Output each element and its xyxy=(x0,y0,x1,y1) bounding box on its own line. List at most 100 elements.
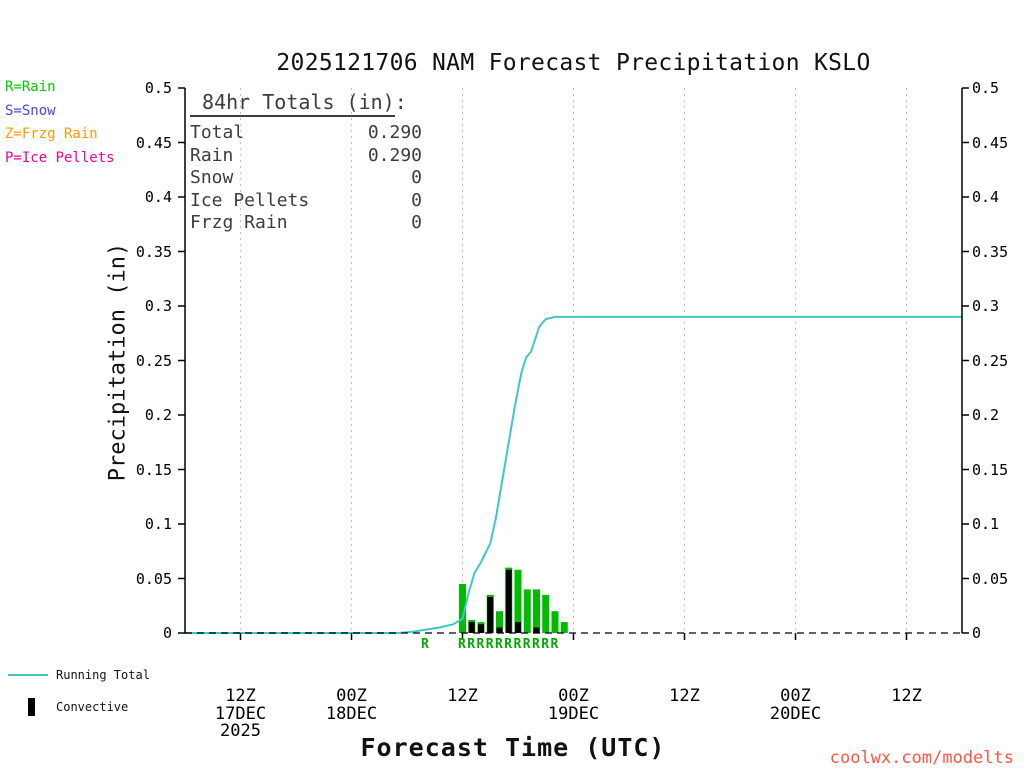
rain-type-marker: R xyxy=(550,637,559,652)
convective-bar xyxy=(468,622,475,633)
y-tick-label-right: 0.45 xyxy=(972,133,1009,152)
y-tick-label-left: 0.1 xyxy=(144,515,172,533)
y-tick-label-left: 0.4 xyxy=(144,188,172,206)
rain-type-marker: R xyxy=(421,637,429,652)
rain-type-marker: R xyxy=(522,637,531,652)
y-tick-label-left: 0.45 xyxy=(135,133,172,152)
totals-row: Rain 0.290 xyxy=(190,145,422,168)
rain-type-marker: R xyxy=(467,637,476,652)
convective-sample-cell xyxy=(8,698,56,716)
y-tick-label-right: 0.3 xyxy=(972,297,1000,315)
y-tick-label-right: 0.15 xyxy=(972,460,1009,479)
totals-row-label: Frzg Rain xyxy=(190,212,288,233)
running-total-line xyxy=(185,315,962,634)
rain-bar xyxy=(551,611,559,633)
x-tick-label: 12Z xyxy=(669,686,700,706)
totals-row-label: Total xyxy=(190,122,245,143)
x-tick-date: 19DEC xyxy=(547,704,600,724)
rain-type-marker: R xyxy=(476,637,485,652)
y-tick-label-right: 0.35 xyxy=(972,242,1009,261)
x-tick-label: 12Z xyxy=(447,686,478,706)
x-tick-date: 17DEC xyxy=(214,704,267,724)
x-tick-date: 20DEC xyxy=(769,704,822,724)
x-tick-label: 12Z xyxy=(225,686,256,706)
totals-box: 84hr Totals (in): Total 0.290 Rain 0.290 Sno… xyxy=(190,90,422,235)
convective-bar xyxy=(496,627,503,633)
convective-bar xyxy=(515,622,521,633)
rain-type-marker: R xyxy=(485,637,494,652)
x-tick-label: 12Z xyxy=(891,686,922,706)
totals-row-value: 0.290 xyxy=(367,144,422,166)
totals-row: Total 0.290 xyxy=(190,122,422,145)
type-legend-item: Z=Frzg Rain xyxy=(5,126,98,142)
y-tick-label-left: 0.35 xyxy=(135,242,172,261)
y-tick-label-right: 0.4 xyxy=(972,188,1000,206)
totals-row-value: 0 xyxy=(411,212,422,233)
rain-bar xyxy=(514,569,522,633)
x-tick-label: 00Z xyxy=(558,686,589,706)
totals-row-value: 0 xyxy=(411,167,422,188)
type-legend-item: S=Snow xyxy=(5,102,56,119)
totals-row-label: Ice Pellets xyxy=(190,189,310,211)
rain-bar xyxy=(496,611,503,633)
totals-row: Snow 0 xyxy=(190,167,422,190)
rain-bar xyxy=(523,589,531,633)
chart-title: 2025121706 NAM Forecast Precipitation KS… xyxy=(276,50,871,76)
x-tick-label: 00Z xyxy=(780,686,811,706)
x-tick-year: 2025 xyxy=(220,721,261,741)
convective-bar xyxy=(487,597,494,633)
legend-running-total: Running Total xyxy=(8,668,150,682)
totals-row-label: Snow xyxy=(190,167,234,188)
totals-row-value: 0.290 xyxy=(367,122,422,143)
totals-heading: 84hr Totals (in): xyxy=(190,90,422,117)
precip-type-legend: R=Rain S=Snow Z=Frzg Rain P=Ice Pellets xyxy=(5,76,115,170)
totals-row: Ice Pellets 0 xyxy=(190,190,422,213)
x-tick-label: 00Z xyxy=(336,686,367,706)
watermark: coolwx.com/modelts xyxy=(829,748,1014,768)
series-legend: Running Total Convective xyxy=(8,668,150,716)
convective-bar xyxy=(505,569,512,633)
x-axis-label: Forecast Time (UTC) xyxy=(360,733,666,762)
rain-type-marker: R xyxy=(495,637,503,652)
convective-bar-sample xyxy=(28,698,35,716)
totals-heading-colon: : xyxy=(394,90,407,114)
totals-row-label: Rain xyxy=(190,144,234,166)
y-tick-label-left: 0.5 xyxy=(144,79,172,97)
y-tick-label-right: 0.25 xyxy=(972,351,1009,370)
rain-type-marker: R xyxy=(532,637,540,652)
rain-bar xyxy=(560,622,568,633)
legend-convective: Convective xyxy=(8,698,150,716)
y-tick-label-right: 0.5 xyxy=(972,79,1000,97)
rain-type-marker: R xyxy=(541,637,550,652)
y-tick-label-right: 0.1 xyxy=(972,515,1000,533)
rain-type-marker: R xyxy=(513,637,522,652)
rain-type-marker: R xyxy=(504,637,513,652)
y-tick-label-left: 0.25 xyxy=(135,351,172,370)
running-total-line-sample xyxy=(8,674,48,676)
y-tick-label-left: 0.2 xyxy=(144,406,172,424)
type-legend-item: P=Ice Pellets xyxy=(5,149,115,166)
totals-rows: Total 0.290 Rain 0.290 Snow 0 Ice Pellets 0 Frzg… xyxy=(190,122,422,235)
y-tick-label-right: 0.05 xyxy=(972,569,1009,588)
rain-type-marker: R xyxy=(458,637,466,652)
convective-bar xyxy=(478,624,484,633)
legend-convective-label: Convective xyxy=(56,700,129,714)
y-tick-label-right: 0.2 xyxy=(972,406,1000,424)
y-tick-label-left: 0.3 xyxy=(144,297,172,315)
running-total-sample-cell xyxy=(8,674,56,676)
y-tick-label-left: 0.05 xyxy=(135,569,172,588)
type-legend-item: R=Rain xyxy=(5,79,56,95)
totals-row: Frzg Rain 0 xyxy=(190,212,422,235)
rain-bar xyxy=(542,594,550,633)
y-tick-label-left: 0.15 xyxy=(135,460,172,479)
x-tick-date: 18DEC xyxy=(325,704,378,724)
rain-bar xyxy=(533,589,540,633)
totals-heading-underlined: 84hr Totals (in) xyxy=(190,90,395,117)
y-tick-label-right: 0 xyxy=(972,624,982,642)
legend-running-total-label: Running Total xyxy=(56,668,150,682)
convective-bar xyxy=(533,627,540,633)
rain-bar xyxy=(459,583,466,633)
y-tick-label-left: 0 xyxy=(162,624,172,642)
totals-row-value: 0 xyxy=(411,189,422,211)
